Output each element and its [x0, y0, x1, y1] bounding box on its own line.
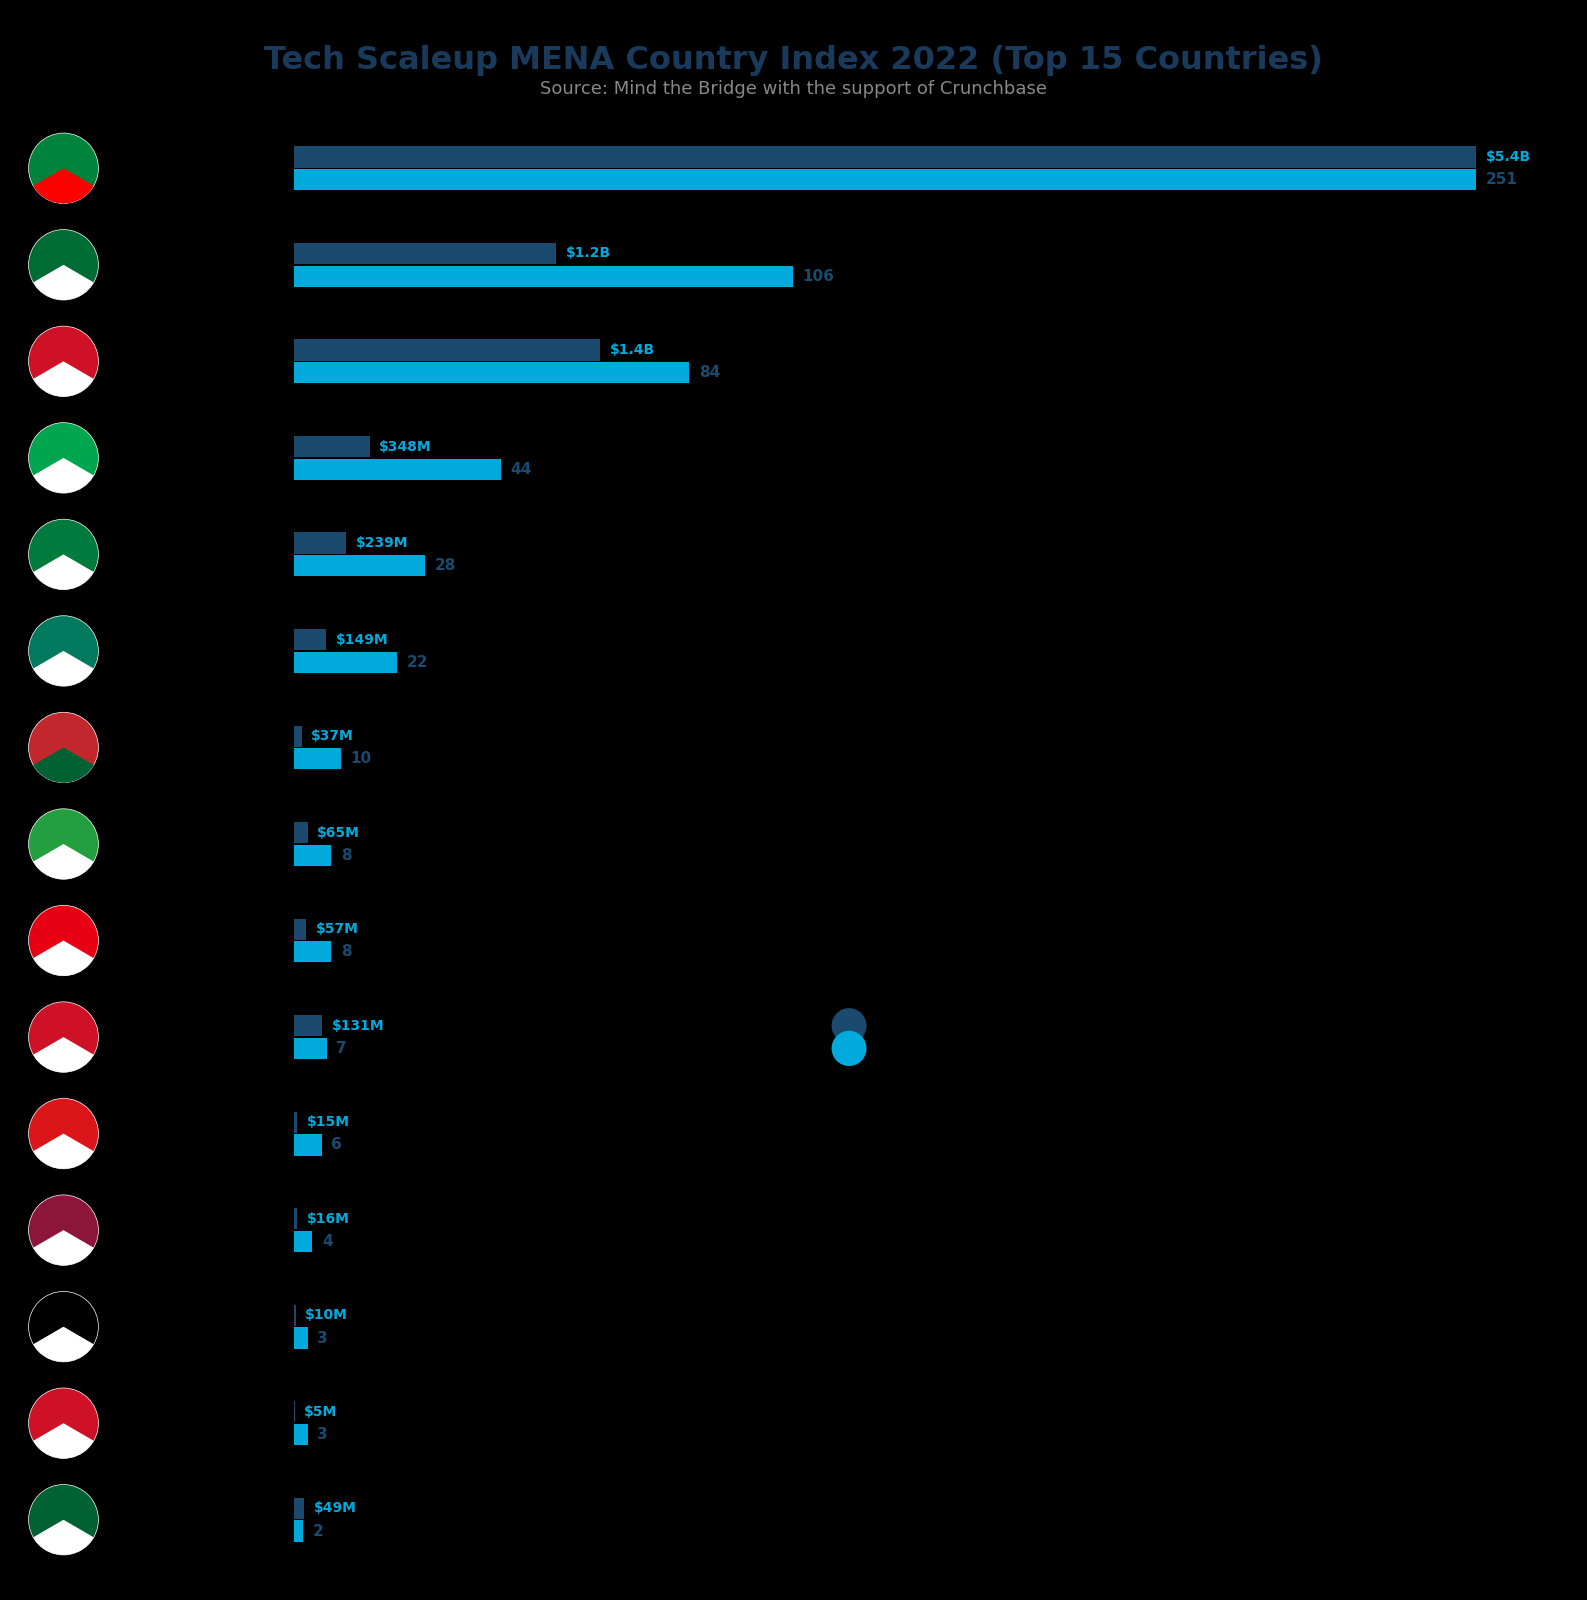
Text: $5M: $5M — [305, 1405, 338, 1419]
Text: 4: 4 — [322, 1234, 333, 1250]
Text: $239M: $239M — [355, 536, 408, 550]
Text: 8: 8 — [341, 848, 351, 862]
Text: $5.4B: $5.4B — [1485, 150, 1530, 163]
Text: $49M: $49M — [314, 1501, 357, 1515]
Text: 10: 10 — [351, 752, 371, 766]
Text: 28: 28 — [435, 558, 457, 573]
Text: $1.2B: $1.2B — [567, 246, 611, 261]
Text: 6: 6 — [332, 1138, 343, 1152]
Text: 3: 3 — [317, 1427, 329, 1442]
Text: $15M: $15M — [306, 1115, 349, 1130]
Text: $10M: $10M — [305, 1309, 348, 1322]
Text: 22: 22 — [406, 654, 428, 670]
Text: 8: 8 — [341, 944, 351, 960]
Text: $16M: $16M — [306, 1211, 349, 1226]
Text: $149M: $149M — [336, 632, 389, 646]
Text: 106: 106 — [803, 269, 835, 283]
Text: $131M: $131M — [332, 1019, 384, 1032]
Text: $348M: $348M — [379, 440, 432, 453]
Text: 3: 3 — [317, 1331, 329, 1346]
Text: 84: 84 — [698, 365, 720, 381]
Text: 44: 44 — [511, 462, 532, 477]
Text: Source: Mind the Bridge with the support of Crunchbase: Source: Mind the Bridge with the support… — [540, 80, 1047, 98]
Text: 251: 251 — [1485, 173, 1517, 187]
Text: Tech Scaleup MENA Country Index 2022 (Top 15 Countries): Tech Scaleup MENA Country Index 2022 (To… — [263, 45, 1324, 75]
Text: $57M: $57M — [316, 922, 359, 936]
Text: $65M: $65M — [317, 826, 360, 840]
Text: $37M: $37M — [311, 730, 354, 742]
Text: 2: 2 — [313, 1523, 324, 1539]
Text: $1.4B: $1.4B — [609, 342, 655, 357]
Text: 7: 7 — [336, 1042, 346, 1056]
